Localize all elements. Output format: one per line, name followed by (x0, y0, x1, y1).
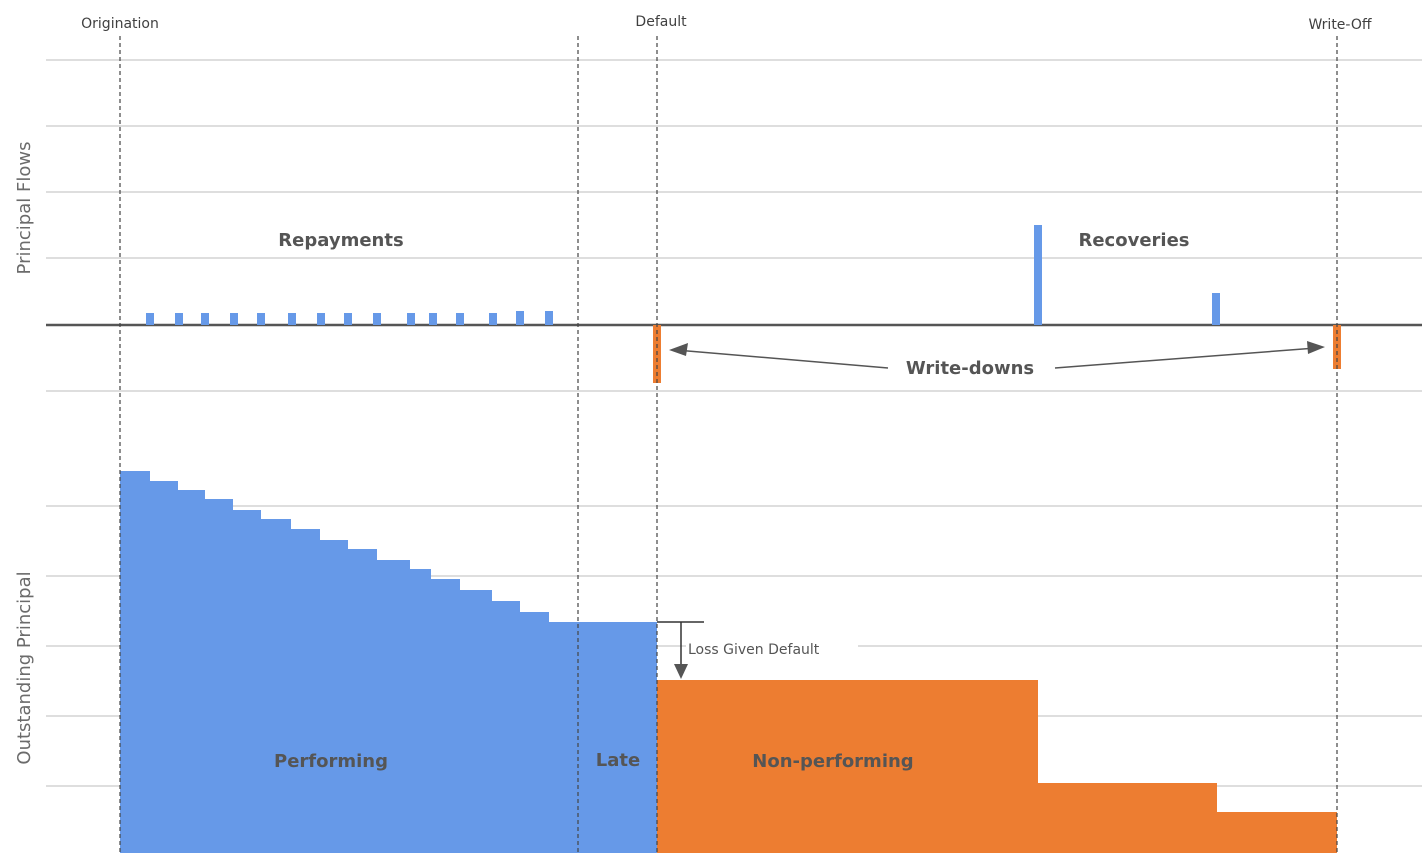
write-off-label: Write-Off (1308, 17, 1371, 33)
repayment-bars (146, 311, 553, 325)
recovery-bar (1034, 225, 1042, 325)
performing-label: Performing (274, 751, 388, 772)
milestone-lines (119, 36, 1338, 853)
origination-label: Origination (81, 16, 159, 32)
outstanding-principal-axis-title: Outstanding Principal (14, 571, 35, 764)
repayment-bar (288, 313, 296, 325)
repayment-bar (175, 313, 183, 325)
repayment-bar (146, 313, 154, 325)
late-label: Late (596, 750, 640, 771)
write-downs-arrowhead-right (1307, 341, 1325, 354)
lgd-label-backing (686, 638, 858, 660)
write-downs-arrow-right (1054, 347, 1317, 369)
non-performing-balance-area (657, 680, 1337, 853)
repayment-bar (429, 313, 437, 325)
recovery-bar (1212, 293, 1220, 325)
write-downs-arrow-left (675, 349, 889, 369)
loss-given-default-label: Loss Given Default (688, 642, 820, 658)
principal-flows-axis-title: Principal Flows (14, 142, 35, 275)
write-downs-label: Write-downs (906, 358, 1034, 379)
repayment-bar (545, 311, 553, 325)
write-downs-label-backing (890, 352, 1050, 382)
repayment-bar (201, 313, 209, 325)
repayment-bar (373, 313, 381, 325)
lgd-arrowhead (674, 664, 688, 679)
repayment-bar (230, 313, 238, 325)
repayment-bar (344, 313, 352, 325)
repayment-bar (489, 313, 497, 325)
repayments-label: Repayments (278, 230, 403, 251)
repayment-bar (516, 311, 524, 325)
write-downs-arrowhead-left (669, 343, 688, 356)
non-performing-label: Non-performing (752, 751, 913, 772)
repayment-bar (317, 313, 325, 325)
repayment-bar (456, 313, 464, 325)
performing-balance-area (120, 471, 657, 853)
recoveries-label: Recoveries (1078, 230, 1189, 251)
repayment-bar (257, 313, 265, 325)
default-label: Default (635, 14, 687, 30)
repayment-bar (407, 313, 415, 325)
